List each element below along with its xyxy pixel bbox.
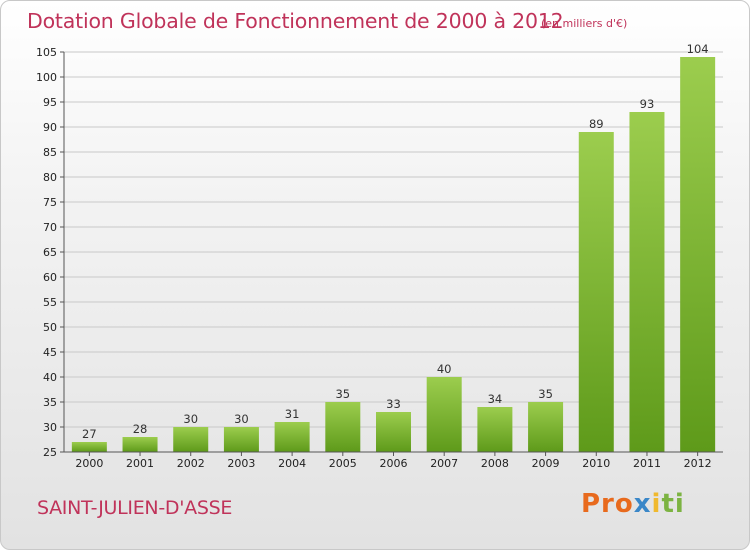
x-tick-label: 2008 [481, 457, 509, 470]
data-label: 30 [183, 412, 198, 426]
x-tick-label: 2003 [227, 457, 255, 470]
x-tick-label: 2002 [177, 457, 205, 470]
y-tick-label: 35 [43, 396, 57, 409]
bar-2005 [325, 402, 361, 452]
data-label: 27 [82, 427, 97, 441]
x-tick-label: 2010 [582, 457, 610, 470]
chart-title: Dotation Globale de Fonctionnement de 20… [27, 9, 564, 33]
y-tick-label: 40 [43, 371, 57, 384]
y-tick-label: 60 [43, 271, 57, 284]
logo-part-4: ti [661, 489, 685, 519]
x-tick-label: 2009 [532, 457, 560, 470]
data-label: 30 [234, 412, 249, 426]
y-tick-label: 30 [43, 421, 57, 434]
y-tick-label: 50 [43, 321, 57, 334]
data-label: 34 [488, 392, 503, 406]
x-tick-label: 2005 [329, 457, 357, 470]
logo-part-3: i [651, 489, 662, 519]
y-tick-label: 25 [43, 446, 57, 459]
chart-subtitle: (en milliers d'€) [541, 17, 628, 30]
y-tick-label: 100 [36, 71, 57, 84]
data-label: 40 [437, 362, 452, 376]
x-tick-label: 2004 [278, 457, 306, 470]
x-tick-label: 2007 [430, 457, 458, 470]
x-tick-label: 2001 [126, 457, 154, 470]
x-tick-label: 2011 [633, 457, 661, 470]
bar-2002 [173, 427, 209, 452]
bar-2012 [680, 57, 716, 452]
axes: 25 30 35 40 45 50 55 60 65 70 75 80 85 90 95 100 105 2000… [36, 46, 723, 470]
data-label: 28 [133, 422, 148, 436]
y-tick-label: 95 [43, 96, 57, 109]
bar-2000 [71, 442, 107, 452]
y-tick-label: 90 [43, 121, 57, 134]
data-label: 93 [640, 97, 655, 111]
x-tick-label: 2006 [380, 457, 408, 470]
data-label: 31 [285, 407, 300, 421]
data-label: 89 [589, 117, 604, 131]
x-tick-label: 2000 [75, 457, 103, 470]
x-tick-label: 2012 [684, 457, 712, 470]
logo-part-1: Pro [581, 489, 634, 519]
bar-2001 [122, 437, 158, 452]
y-tick-label: 80 [43, 171, 57, 184]
data-label: 35 [538, 387, 553, 401]
data-label: 35 [335, 387, 350, 401]
y-tick-label: 65 [43, 246, 57, 259]
gridlines [64, 51, 723, 453]
y-tick-label: 105 [36, 46, 57, 59]
bar-2010 [578, 132, 614, 452]
bar-2004 [274, 422, 310, 452]
y-tick-label: 55 [43, 296, 57, 309]
proxiti-logo: Proxiti [581, 489, 685, 519]
y-tick-label: 75 [43, 196, 57, 209]
y-tick-label: 85 [43, 146, 57, 159]
logo-part-2: x [633, 489, 652, 519]
bar-2008 [477, 407, 513, 452]
bar-2006 [376, 412, 411, 452]
data-label: 104 [687, 42, 709, 56]
y-tick-label: 70 [43, 221, 57, 234]
commune-name: SAINT-JULIEN-D'ASSE [37, 497, 233, 519]
bar-2011 [629, 112, 665, 452]
bars: 27 28 30 30 31 35 33 40 34 35 89 93 104 [71, 42, 716, 452]
bar-2003 [223, 427, 259, 452]
bar-2009 [528, 402, 564, 452]
bar-2007 [426, 377, 462, 452]
data-label: 33 [386, 397, 401, 411]
y-tick-label: 45 [43, 346, 57, 359]
